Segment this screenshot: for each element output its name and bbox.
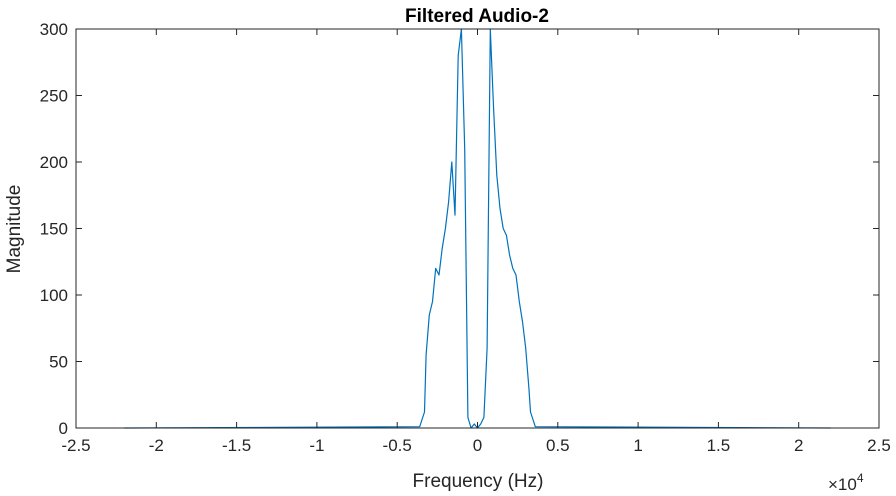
x-axis-multiplier-base: ×10 bbox=[828, 475, 857, 494]
y-tick-label: 200 bbox=[40, 153, 68, 172]
x-axis: -2.5 -2 -1.5 -1 -0.5 0 0.5 1 1.5 2 2.5 bbox=[61, 29, 891, 455]
x-tick-label: -2 bbox=[149, 436, 164, 455]
x-tick-label: 1.5 bbox=[707, 436, 731, 455]
chart-title: Filtered Audio-2 bbox=[405, 6, 549, 27]
plot-area bbox=[75, 28, 880, 429]
x-tick-label: 0.5 bbox=[546, 436, 570, 455]
x-tick-label: -2.5 bbox=[61, 436, 90, 455]
x-tick-label: 1 bbox=[633, 436, 642, 455]
y-axis: 0 50 100 150 200 250 300 bbox=[40, 20, 879, 438]
x-tick-label: -1 bbox=[309, 436, 324, 455]
y-tick-label: 50 bbox=[49, 353, 68, 372]
x-tick-label: -0.5 bbox=[383, 436, 412, 455]
y-tick-label: 0 bbox=[59, 419, 68, 438]
x-tick-label: 2.5 bbox=[867, 436, 891, 455]
x-axis-multiplier-exponent: 4 bbox=[857, 471, 864, 485]
x-tick-label: 2 bbox=[794, 436, 803, 455]
y-axis-label: Magnitude bbox=[4, 185, 25, 274]
y-tick-label: 100 bbox=[40, 286, 68, 305]
x-axis-label: Frequency (Hz) bbox=[413, 471, 544, 492]
plot-background bbox=[76, 29, 879, 428]
y-tick-label: 150 bbox=[40, 220, 68, 239]
x-axis-multiplier: ×104 bbox=[828, 471, 864, 494]
x-tick-label: -1.5 bbox=[222, 436, 251, 455]
x-tick-label: 0 bbox=[473, 436, 482, 455]
y-tick-label: 300 bbox=[40, 20, 68, 39]
y-tick-label: 250 bbox=[40, 87, 68, 106]
